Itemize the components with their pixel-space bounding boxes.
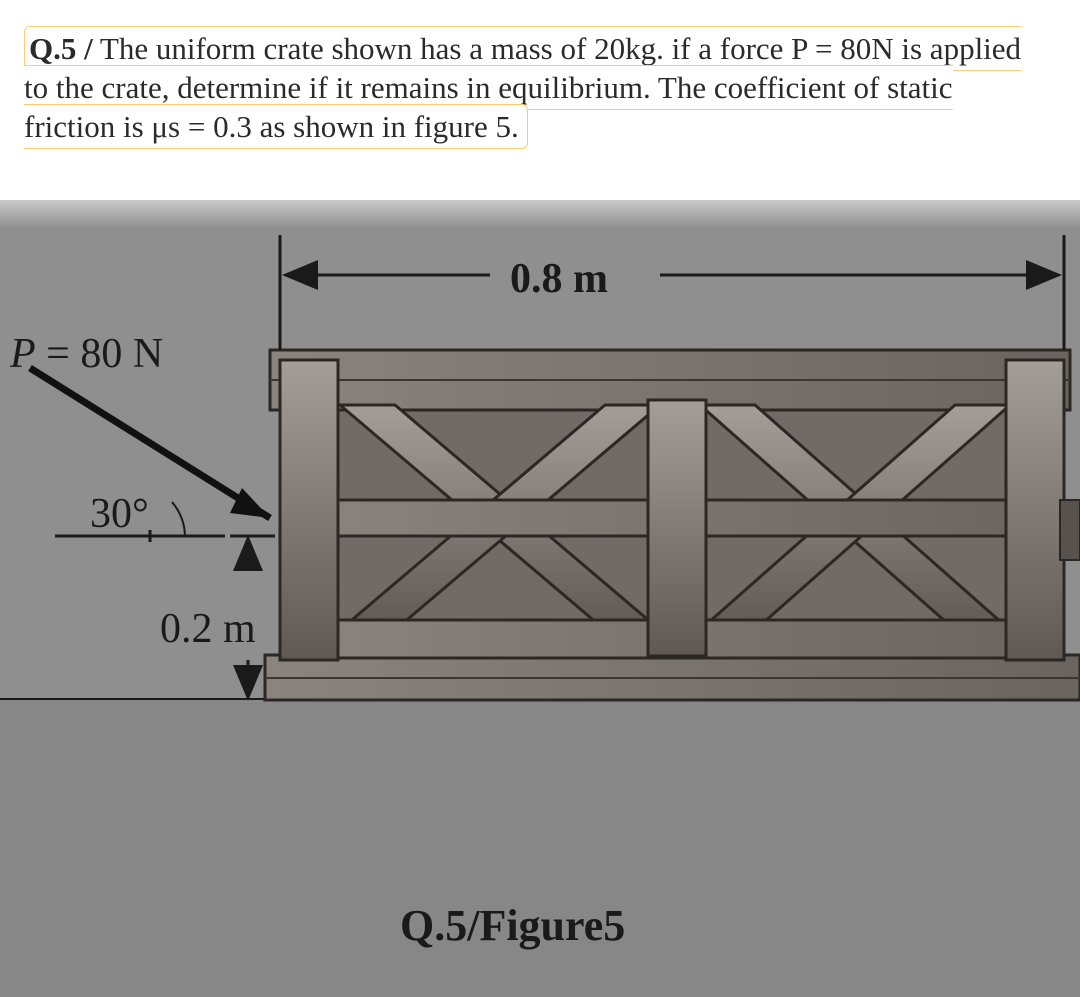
problem-statement: Q.5 / The uniform crate shown has a mass… [24,30,1074,146]
height-dimension-label: 0.2 m [160,605,256,653]
figure-caption: Q.5/Figure5 [400,900,625,951]
problem-line-2: to the crate, determine if it remains in… [24,70,953,105]
problem-line-1: The uniform crate shown has a mass of 20… [93,31,1021,66]
question-label: Q.5 / [29,31,93,66]
problem-line-3: friction is μs = 0.3 as shown in figure … [24,109,519,144]
crate [265,350,1080,700]
force-arrow [30,368,270,518]
figure-svg [0,200,1080,997]
width-dimension-label: 0.8 m [510,255,608,303]
figure-area: P = 80 N P = 80 N 0.8 m 30° 0.2 m Q.5/Fi… [0,200,1080,997]
force-label: P = 80 N [10,330,163,378]
ground-fill [0,700,1080,997]
width-dimension [280,235,1064,350]
angle-label: 30° [90,490,149,538]
angle-arc [172,502,185,536]
